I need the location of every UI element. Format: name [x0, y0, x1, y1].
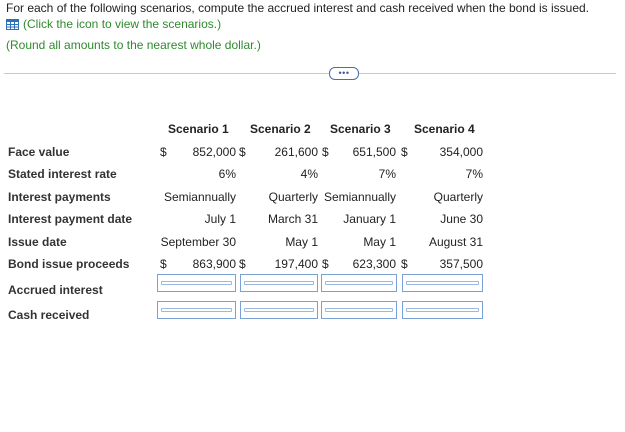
accrued-interest-input-s3[interactable]: [321, 274, 397, 292]
proceeds-s4: 357,500: [439, 257, 483, 271]
view-scenarios-link[interactable]: (Click the icon to view the scenarios.): [6, 17, 221, 31]
issue-date-s3: May 1: [363, 235, 396, 249]
dollar-sign: $: [160, 257, 167, 271]
label-accrued-interest: Accrued interest: [8, 283, 103, 297]
issue-date-s4: August 31: [428, 235, 483, 249]
dollar-sign: $: [239, 145, 246, 159]
label-issue-date: Issue date: [8, 235, 67, 249]
label-interest-payments: Interest payments: [8, 190, 111, 204]
dollar-sign: $: [322, 257, 329, 271]
proceeds-s3: 623,300: [352, 257, 396, 271]
dollar-sign: $: [401, 257, 408, 271]
accrued-interest-input-s4[interactable]: [402, 274, 483, 292]
payments-s3: Semiannually: [323, 190, 396, 204]
rounding-note: (Round all amounts to the nearest whole …: [6, 38, 261, 52]
header-scenario-2: Scenario 2: [250, 122, 311, 136]
rate-s4: 7%: [465, 167, 483, 181]
label-face-value: Face value: [8, 145, 70, 159]
face-value-s2: 261,600: [274, 145, 318, 159]
rate-s3: 7%: [378, 167, 396, 181]
label-cash-received: Cash received: [8, 308, 90, 322]
header-scenario-1: Scenario 1: [168, 122, 229, 136]
rate-s2: 4%: [300, 167, 318, 181]
header-scenario-4: Scenario 4: [414, 122, 475, 136]
cash-received-input-s4[interactable]: [402, 301, 483, 319]
cash-received-input-s3[interactable]: [321, 301, 397, 319]
payments-s4: Quarterly: [433, 190, 483, 204]
accrued-interest-input-s2[interactable]: [240, 274, 318, 292]
instructions-text: For each of the following scenarios, com…: [6, 1, 590, 15]
payment-date-s2: March 31: [267, 212, 318, 226]
header-scenario-3: Scenario 3: [330, 122, 391, 136]
issue-date-s1: September 30: [160, 235, 236, 249]
rate-s1: 6%: [218, 167, 236, 181]
label-stated-interest-rate: Stated interest rate: [8, 167, 117, 181]
cash-received-input-s2[interactable]: [240, 301, 318, 319]
accrued-interest-input-s1[interactable]: [157, 274, 236, 292]
proceeds-s1: 863,900: [192, 257, 236, 271]
issue-date-s2: May 1: [285, 235, 318, 249]
expand-toggle-button[interactable]: •••: [329, 67, 359, 80]
proceeds-s2: 197,400: [274, 257, 318, 271]
dollar-sign: $: [239, 257, 246, 271]
face-value-s3: 651,500: [352, 145, 396, 159]
payment-date-s3: January 1: [343, 212, 396, 226]
payment-date-s1: July 1: [204, 212, 236, 226]
dollar-sign: $: [322, 145, 329, 159]
label-interest-payment-date: Interest payment date: [8, 212, 133, 226]
table-icon[interactable]: [6, 18, 19, 30]
payments-s1: Semiannually: [163, 190, 236, 204]
view-scenarios-link-text[interactable]: (Click the icon to view the scenarios.): [23, 17, 222, 31]
face-value-s1: 852,000: [192, 145, 236, 159]
payment-date-s4: June 30: [440, 212, 483, 226]
cash-received-input-s1[interactable]: [157, 301, 236, 319]
ellipsis-icon: •••: [338, 68, 350, 78]
section-divider: [4, 73, 616, 74]
dollar-sign: $: [160, 145, 167, 159]
face-value-s4: 354,000: [439, 145, 483, 159]
payments-s2: Quarterly: [268, 190, 318, 204]
label-bond-issue-proceeds: Bond issue proceeds: [8, 257, 130, 271]
dollar-sign: $: [401, 145, 408, 159]
